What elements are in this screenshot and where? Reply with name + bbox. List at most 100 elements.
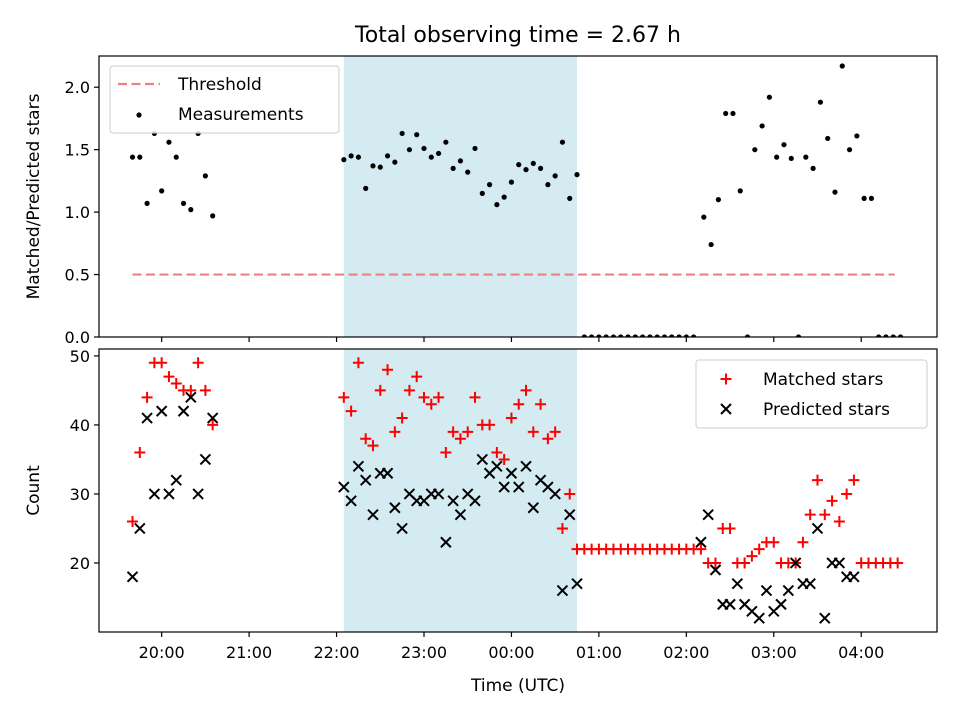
matched-star-marker (527, 426, 539, 438)
x-tick-label: 23:00 (401, 643, 447, 662)
measurement-point (788, 155, 794, 162)
predicted-star-marker (476, 453, 489, 466)
measurement-point (173, 154, 179, 160)
predicted-star-marker (352, 460, 365, 473)
top-y-axis-label: Matched/Predicted stars (24, 93, 44, 299)
matched-star-marker (505, 412, 517, 424)
measurement-point (144, 200, 150, 206)
top-axes-frame (98, 55, 938, 338)
predicted-star-marker (155, 405, 168, 417)
bottom-axes-frame (98, 348, 938, 633)
matched-star-marker (753, 543, 765, 555)
measurement-point (669, 334, 675, 337)
matched-star-marker (382, 364, 394, 376)
measurement-point (377, 164, 383, 170)
x-tick-label: 22:00 (314, 643, 360, 662)
measurement-point (890, 334, 896, 337)
matched-star-marker (192, 357, 204, 369)
matched-star-marker (848, 474, 860, 486)
legend-predicted-swatch (720, 403, 732, 415)
predicted-star-marker (505, 467, 518, 479)
predicted-star-marker (192, 488, 204, 500)
measurement-point (341, 157, 347, 163)
bottom-y-tick-label: 40 (70, 416, 90, 435)
predicted-star-marker (454, 508, 467, 521)
measurement-point (479, 190, 485, 196)
matched-star-marker (163, 371, 175, 383)
matched-star-marker (156, 357, 168, 369)
matched-star-marker (345, 405, 357, 417)
measurement-point (508, 179, 515, 185)
matched-star-marker (542, 433, 554, 445)
measurement-point (708, 241, 714, 248)
figure-title: Total observing time = 2.67 h (354, 23, 681, 48)
bottom-y-tick-label: 20 (70, 554, 90, 573)
predicted-star-marker (148, 488, 161, 500)
top-y-tick-label: 1.0 (65, 203, 90, 222)
predicted-star-marker (396, 522, 408, 535)
bottom-y-tick-label: 50 (70, 347, 90, 366)
matched-star-marker (520, 384, 532, 396)
matched-star-marker (360, 433, 372, 445)
matched-star-marker (469, 391, 481, 403)
predicted-star-marker (432, 488, 445, 500)
predicted-star-marker (367, 508, 379, 521)
measurement-point (414, 132, 420, 138)
measurement-point (392, 159, 398, 165)
measurement-point (567, 195, 573, 201)
bottom-plot-area (126, 357, 904, 624)
matched-star-marker (207, 419, 219, 431)
predicted-star-marker (498, 481, 510, 493)
measurement-point (202, 173, 208, 179)
measurement-point (559, 139, 566, 145)
bottom-series-x (126, 391, 860, 624)
measurement-point (803, 154, 809, 160)
measurement-point (188, 207, 194, 213)
measurement-point (817, 99, 824, 105)
measurement-point (166, 139, 172, 145)
measurement-point (676, 334, 682, 337)
measurement-point (610, 334, 617, 337)
predicted-star-marker (447, 495, 459, 507)
measurement-point (457, 158, 464, 164)
matched-star-marker (811, 474, 823, 486)
legend-predicted-label: Predicted stars (763, 400, 890, 420)
matched-star-marker (338, 391, 350, 403)
predicted-star-marker (141, 412, 153, 424)
measurement-point (523, 167, 529, 173)
matched-star-marker (826, 495, 838, 507)
measurement-point (465, 169, 471, 175)
top-y-tick-label: 2.0 (65, 78, 90, 97)
matched-star-marker (433, 391, 445, 403)
predicted-star-marker (564, 508, 576, 521)
measurement-point (355, 154, 362, 160)
predicted-star-marker (709, 564, 722, 576)
predicted-star-marker (753, 612, 765, 624)
bottom-legend: Matched stars Predicted stars (695, 359, 928, 429)
measurement-point (494, 202, 500, 208)
matched-star-marker (739, 557, 751, 569)
measurement-point (501, 194, 507, 200)
matched-star-marker (892, 557, 904, 569)
x-tick-label: 20:00 (139, 643, 185, 662)
matched-star-marker (134, 447, 146, 459)
measurement-point (450, 165, 456, 171)
measurement-point (832, 189, 838, 195)
predicted-star-marker (695, 536, 707, 548)
measurement-point (574, 172, 580, 178)
measurement-point (868, 195, 875, 201)
top-legend-box (109, 65, 340, 134)
matched-star-marker (425, 398, 437, 410)
predicted-star-marker (185, 391, 197, 404)
measurement-point (854, 133, 860, 139)
top-legend: Threshold Measurements (109, 65, 340, 134)
legend-measurement-swatch (136, 112, 142, 118)
matched-star-marker (447, 426, 459, 438)
measurement-point (537, 165, 544, 171)
measurement-point (810, 165, 816, 171)
top-panel-axes: 0.0 0.5 1.0 1.5 2.0 Matched/Predicted stars Th… (24, 55, 938, 347)
matched-star-marker (170, 378, 182, 390)
measurement-point (581, 334, 587, 337)
matched-star-marker (549, 426, 561, 438)
